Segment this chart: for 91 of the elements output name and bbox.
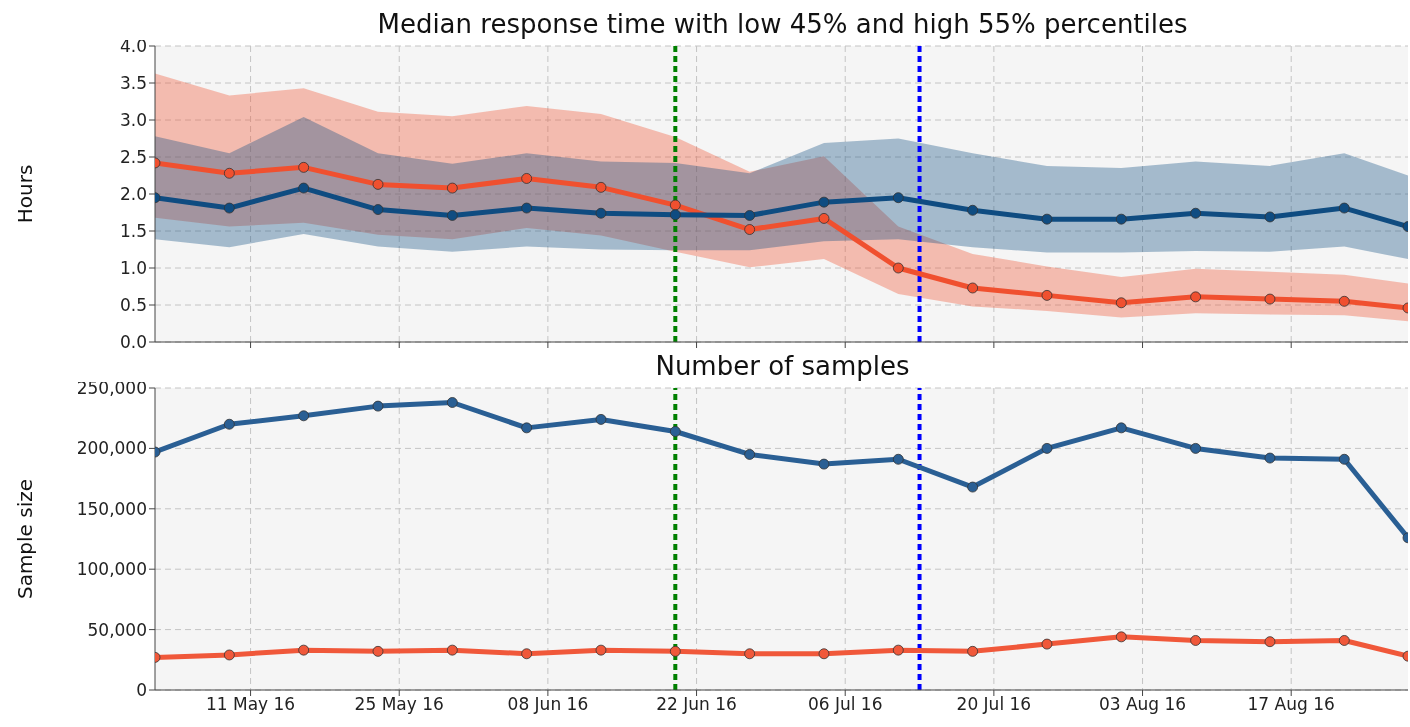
y-tick-label: 3.0 [119,110,147,131]
point [669,645,681,657]
point [595,207,607,219]
point [223,202,235,214]
point [1264,452,1276,464]
y-tick-label: 2.0 [119,184,147,205]
point [1041,289,1053,301]
y-tick-label: 1.0 [119,258,147,279]
point [967,204,979,216]
point [446,182,458,194]
x-tick-label: 08 Jun 16 [507,694,589,715]
point [446,210,458,221]
point [223,418,235,430]
chart-title: Median response time with low 45% and high 55% percentiles [377,9,1188,39]
point [1115,631,1127,643]
y-tick-label: 0 [136,680,147,701]
point [967,481,979,493]
point [1190,291,1202,303]
y-tick-label: 50,000 [87,619,147,640]
x-tick-label: 20 Jul 16 [956,694,1032,715]
point [1264,293,1276,305]
y-tick-label: 200,000 [76,438,147,459]
point [892,192,904,204]
point [521,648,533,660]
y-tick-label: 150,000 [76,498,147,519]
x-tick-label: 11 May 16 [205,694,296,715]
x-tick-label: 25 May 16 [354,694,444,715]
point [744,224,756,235]
point [1041,638,1053,650]
point [372,204,384,215]
point [744,210,756,221]
point [595,644,607,656]
point [1264,211,1276,223]
x-tick-label: 22 Jun 16 [656,694,737,715]
point [372,645,384,657]
point [1338,453,1350,465]
point [669,426,681,437]
point [1190,635,1202,646]
point [1041,213,1053,225]
y-tick-label: 1.5 [119,221,147,242]
point [1264,636,1276,648]
y-tick-label: 2.5 [119,147,147,168]
y-tick-label: 3.5 [119,73,147,94]
point [298,161,310,173]
point [521,422,533,434]
point [744,449,756,460]
point [818,213,830,224]
point [521,173,533,184]
point [298,644,310,656]
point [1115,213,1127,225]
chart-title: Number of samples [655,351,910,381]
point [1338,635,1350,646]
y-tick-label: 0.0 [119,332,147,353]
y-tick-label: 100,000 [76,559,147,580]
x-tick-label: 17 Aug 16 [1247,694,1335,715]
point [967,282,979,294]
point [1338,202,1350,214]
point [818,648,830,660]
y-axis-title: Sample size [13,478,38,600]
point [595,181,607,193]
y-tick-label: 4.0 [119,36,147,57]
y-axis-title: Hours [13,164,38,224]
point [818,458,830,470]
point [1041,443,1053,454]
point [1190,443,1202,454]
point [223,167,235,179]
point [1115,297,1127,309]
point [744,648,756,660]
x-tick-label: 06 Jul 16 [807,694,883,715]
point [298,182,310,194]
x-tick-label: 03 Aug 16 [1098,694,1187,715]
point [818,196,830,208]
point [892,262,904,274]
point [1115,422,1127,434]
point [1190,207,1202,219]
point [669,199,681,211]
point [1338,295,1350,307]
point [521,202,533,214]
point [223,649,235,661]
point [892,453,904,465]
point [669,209,681,221]
point [967,645,979,657]
point [372,400,384,412]
point [595,414,607,425]
point [298,410,310,422]
point [446,397,458,408]
y-tick-label: 250,000 [76,378,147,399]
y-tick-label: 0.5 [119,295,147,316]
point [446,644,458,656]
point [892,644,904,656]
point [372,178,384,190]
